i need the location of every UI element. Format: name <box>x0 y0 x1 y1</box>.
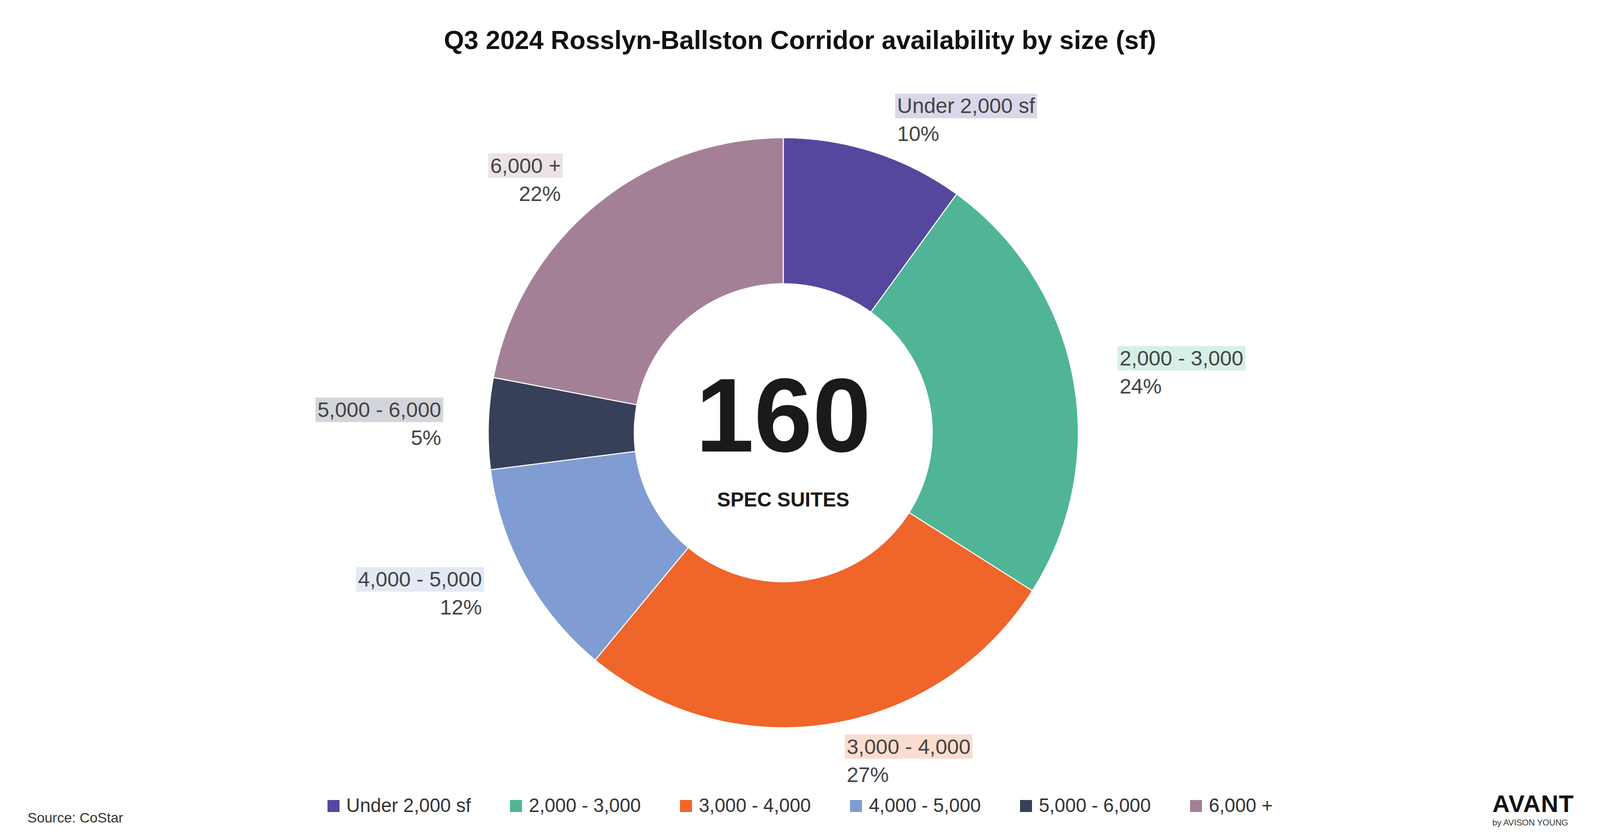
svg-text:2,000 - 3,000: 2,000 - 3,000 <box>1119 346 1244 370</box>
html-text:Source: CoStar: Source: CoStar <box>27 810 124 826</box>
html-text:Q3 2024 Rosslyn-Ballston Corri: Q3 2024 Rosslyn-Ballston Corridor availa… <box>443 25 1157 55</box>
html-text:by AVISON YOUNG: by AVISON YOUNG <box>1492 818 1569 828</box>
html-text:2,000 - 3,000: 2,000 - 3,000 <box>528 795 641 816</box>
html-text:AVANT: AVANT <box>1492 790 1574 817</box>
svg-text:6,000 +: 6,000 + <box>490 154 561 178</box>
svg-text:5%: 5% <box>411 426 442 450</box>
html-text:Under 2,000 sf: Under 2,000 sf <box>346 795 471 816</box>
svg-text:3,000 - 4,000: 3,000 - 4,000 <box>846 735 971 759</box>
svg-text:27%: 27% <box>846 763 889 787</box>
html-text:5,000 - 6,000: 5,000 - 6,000 <box>1038 795 1151 816</box>
svg-text:SPEC SUITES: SPEC SUITES <box>717 488 850 511</box>
svg-text:Under 2,000 sf: Under 2,000 sf <box>897 94 1035 118</box>
svg-text:4,000 - 5,000: 4,000 - 5,000 <box>358 567 482 591</box>
svg-text:5,000 - 6,000: 5,000 - 6,000 <box>317 398 442 422</box>
html-text:6,000 +: 6,000 + <box>1208 795 1273 816</box>
html-text:3,000 - 4,000: 3,000 - 4,000 <box>698 795 811 816</box>
svg-text:12%: 12% <box>440 595 482 619</box>
svg-text:10%: 10% <box>897 122 939 146</box>
html-text:4,000 - 5,000: 4,000 - 5,000 <box>868 795 981 816</box>
svg-text:22%: 22% <box>519 182 561 206</box>
svg-text:24%: 24% <box>1119 374 1162 398</box>
svg-text:160: 160 <box>695 356 871 474</box>
